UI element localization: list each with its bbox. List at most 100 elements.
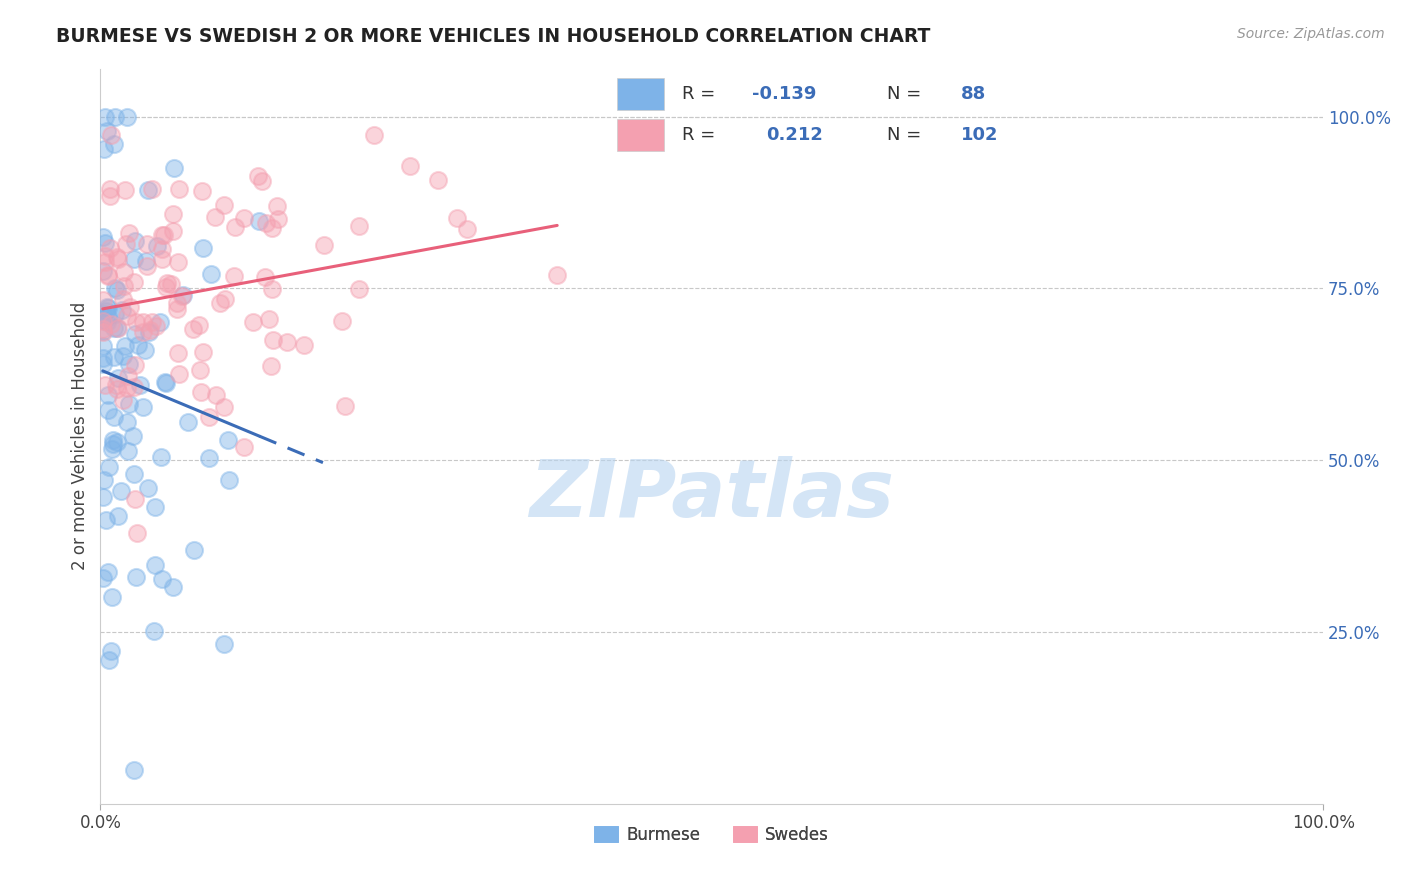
Point	[124, 492, 146, 507]
Point	[94, 249, 117, 263]
Point	[145, 318, 167, 333]
Point	[162, 580, 184, 594]
Point	[107, 371, 129, 385]
Point	[117, 368, 139, 383]
Point	[91, 293, 114, 308]
Y-axis label: 2 or more Vehicles in Household: 2 or more Vehicles in Household	[72, 302, 89, 570]
Point	[91, 314, 114, 328]
Point	[152, 228, 174, 243]
Point	[94, 304, 117, 318]
Point	[166, 301, 188, 316]
Point	[136, 184, 159, 198]
Point	[101, 590, 124, 604]
Point	[198, 451, 221, 466]
Point	[177, 415, 200, 429]
Point	[115, 415, 138, 429]
Point	[335, 399, 357, 413]
Point	[107, 321, 129, 335]
Point	[97, 387, 120, 401]
Point	[167, 368, 190, 382]
Point	[125, 569, 148, 583]
Point	[188, 318, 211, 332]
Point	[260, 359, 283, 374]
Point	[242, 315, 264, 329]
Point	[91, 324, 114, 338]
Point	[166, 296, 188, 310]
Point	[347, 282, 370, 296]
Point	[104, 307, 127, 321]
Point	[169, 182, 191, 196]
Point	[103, 350, 125, 364]
Point	[149, 450, 172, 464]
Point	[94, 110, 117, 124]
Point	[160, 277, 183, 292]
Point	[103, 136, 125, 151]
Point	[91, 313, 114, 327]
Point	[94, 513, 117, 527]
Point	[114, 183, 136, 197]
Point	[247, 214, 270, 228]
Point	[115, 236, 138, 251]
Point	[141, 182, 163, 196]
Point	[91, 264, 114, 278]
Point	[93, 473, 115, 487]
Point	[101, 442, 124, 456]
Point	[118, 396, 141, 410]
Point	[250, 174, 273, 188]
Point	[122, 380, 145, 394]
Point	[100, 128, 122, 143]
Point	[124, 359, 146, 373]
Point	[135, 260, 157, 274]
Point	[105, 284, 128, 298]
Point	[105, 250, 128, 264]
Point	[276, 334, 298, 349]
Point	[152, 227, 174, 242]
Point	[166, 254, 188, 268]
Point	[190, 184, 212, 198]
Point	[162, 224, 184, 238]
Point	[118, 357, 141, 371]
Point	[222, 269, 245, 284]
Point	[267, 212, 290, 227]
Point	[233, 211, 256, 225]
Point	[208, 296, 231, 310]
Point	[330, 314, 353, 328]
Point	[153, 375, 176, 389]
Point	[100, 644, 122, 658]
Point	[93, 142, 115, 156]
Point	[117, 444, 139, 458]
Point	[91, 571, 114, 585]
Point	[262, 334, 284, 348]
Point	[218, 473, 240, 487]
Point	[149, 315, 172, 329]
Point	[125, 526, 148, 541]
Point	[110, 483, 132, 498]
Point	[150, 572, 173, 586]
Point	[191, 345, 214, 359]
Point	[97, 268, 120, 282]
Point	[132, 315, 155, 329]
Point	[254, 216, 277, 230]
Point	[98, 242, 121, 256]
Point	[101, 437, 124, 451]
Point	[107, 252, 129, 266]
Point	[260, 282, 283, 296]
Point	[156, 277, 179, 291]
Point	[347, 219, 370, 234]
Point	[143, 500, 166, 515]
Point	[129, 378, 152, 392]
Point	[98, 182, 121, 196]
Point	[96, 315, 118, 329]
Point	[97, 565, 120, 579]
Point	[91, 357, 114, 371]
Point	[136, 481, 159, 495]
Point	[120, 300, 142, 314]
Point	[122, 467, 145, 482]
Point	[98, 189, 121, 203]
Point	[167, 346, 190, 360]
Point	[101, 433, 124, 447]
Point	[107, 382, 129, 396]
Point	[94, 378, 117, 392]
Point	[456, 221, 478, 235]
Point	[96, 123, 118, 137]
